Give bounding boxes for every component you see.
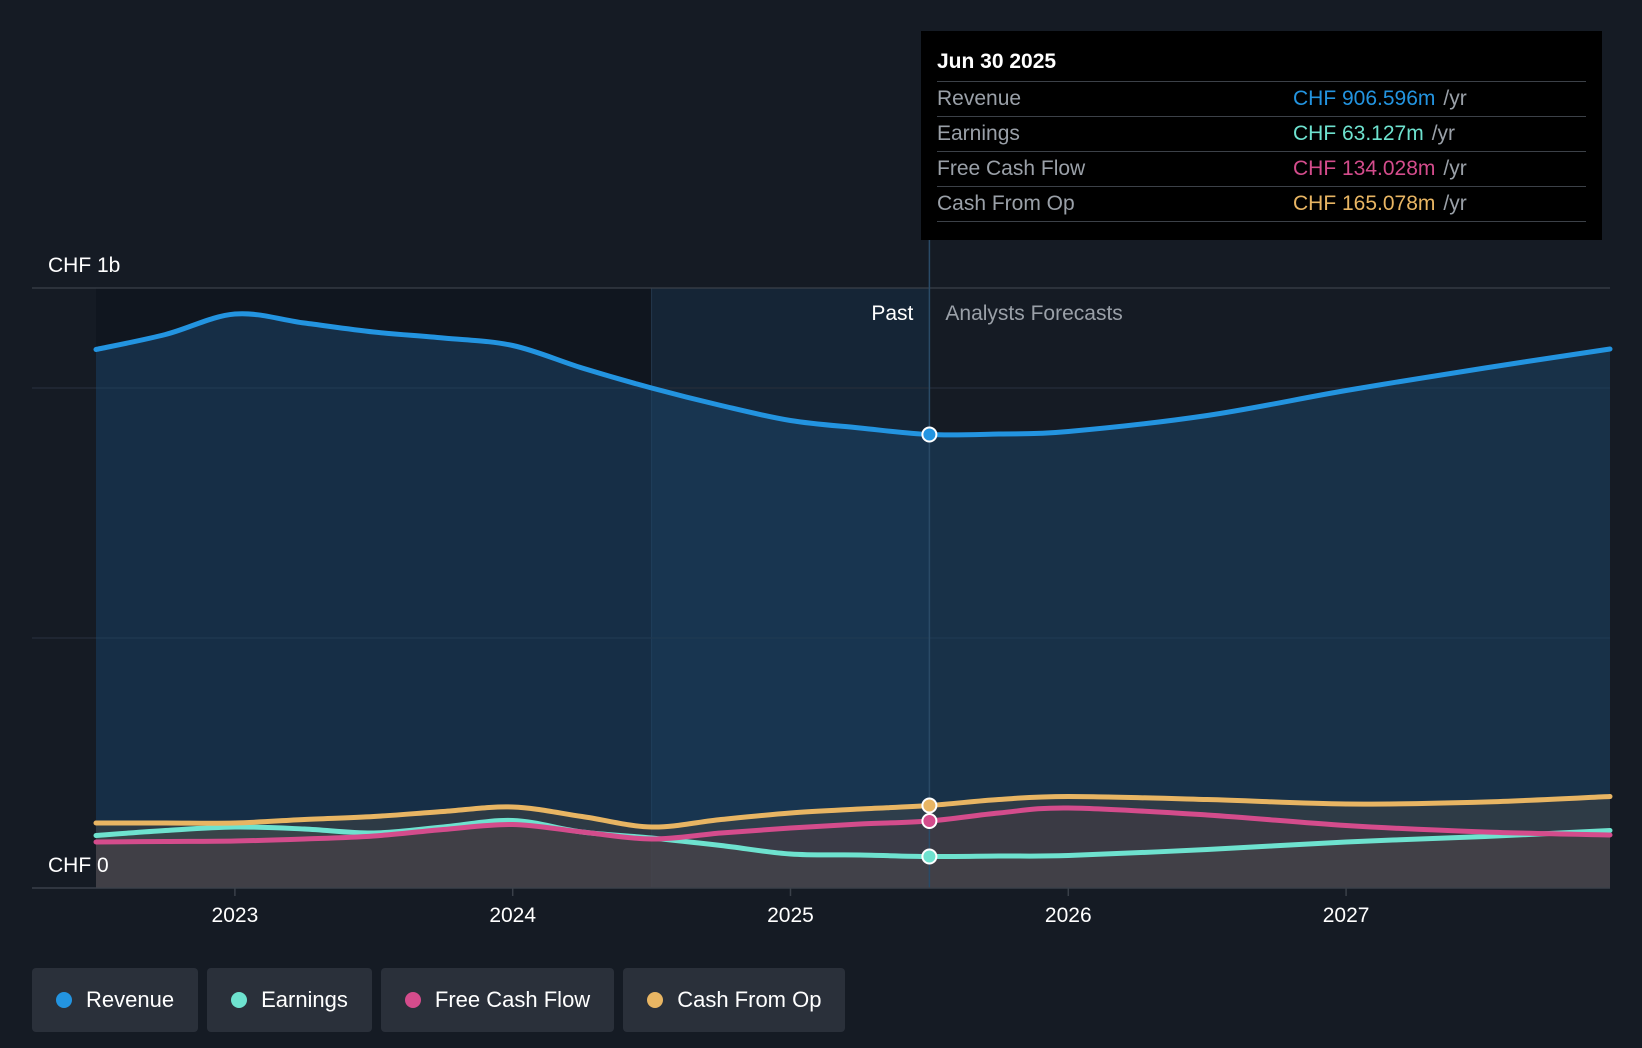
tooltip: Jun 30 2025 Revenue CHF 906.596m /yr Ear…	[921, 31, 1602, 240]
legend-dot-icon	[56, 992, 72, 1008]
tooltip-unit: /yr	[1443, 192, 1467, 215]
legend-dot-icon	[231, 992, 248, 1008]
past-label: Past	[871, 302, 913, 325]
legend-dot-icon	[647, 992, 664, 1008]
line-free-cash-flow	[93, 805, 1613, 845]
legend-item-earnings[interactable]: Earnings	[207, 968, 372, 1032]
tooltip-row-revenue: Revenue CHF 906.596m /yr	[937, 81, 1586, 116]
x-tick-label: 2025	[767, 904, 814, 927]
tooltip-label: Cash From Op	[937, 192, 1075, 215]
x-tick-label: 2026	[1045, 904, 1092, 927]
marker-free-cash-flow	[921, 813, 938, 829]
marker-cash-from-op	[921, 797, 938, 814]
tooltip-row-free-cash-flow: Free Cash Flow CHF 134.028m /yr	[937, 151, 1586, 186]
legend-dot-icon	[404, 992, 421, 1008]
x-axis-ticks: 2023 2024 2025 2026 2027	[212, 888, 1370, 927]
tooltip-label: Revenue	[937, 87, 1022, 110]
x-tick-label: 2023	[212, 904, 259, 927]
tooltip-label: Earnings	[937, 122, 1020, 145]
series-areas	[96, 313, 1610, 888]
tooltip-unit: /yr	[1431, 122, 1456, 145]
tooltip-unit: /yr	[1443, 157, 1467, 180]
area-earnings	[96, 820, 1610, 888]
hover-markers	[921, 426, 938, 865]
legend: Revenue Earnings Free Cash Flow Cash Fro…	[32, 968, 846, 1032]
line-earnings	[93, 817, 1613, 860]
legend-label: Earnings	[261, 987, 348, 1012]
area-revenue	[96, 313, 1610, 888]
line-cash-from-op	[93, 793, 1613, 830]
legend-item-free-cash-flow[interactable]: Free Cash Flow	[380, 968, 615, 1032]
legend-label: Revenue	[86, 987, 175, 1012]
forecast-label: Analysts Forecasts	[945, 302, 1122, 325]
x-tick-label: 2024	[489, 904, 536, 927]
marker-earnings	[921, 848, 938, 865]
y-axis-bottom-label: CHF 0	[48, 854, 109, 877]
y-axis-top-label: CHF 1b	[48, 254, 120, 277]
area-cash-from-op	[96, 796, 1610, 888]
tooltip-row-earnings: Earnings CHF 63.127m /yr	[937, 116, 1586, 151]
x-tick-label: 2027	[1323, 904, 1370, 927]
tooltip-row-cash-from-op: Cash From Op CHF 165.078m /yr	[937, 186, 1586, 222]
line-revenue	[93, 311, 1613, 438]
tooltip-value: CHF 63.127m	[1293, 122, 1424, 145]
tooltip-date: Jun 30 2025	[937, 50, 1057, 73]
tooltip-unit: /yr	[1443, 87, 1467, 110]
legend-item-cash-from-op[interactable]: Cash From Op	[623, 968, 846, 1032]
tooltip-label: Free Cash Flow	[937, 157, 1086, 180]
legend-item-revenue[interactable]: Revenue	[32, 968, 199, 1032]
tooltip-value: CHF 906.596m	[1293, 87, 1436, 110]
legend-label: Cash From Op	[677, 987, 822, 1012]
tooltip-value: CHF 134.028m	[1293, 157, 1436, 180]
legend-label: Free Cash Flow	[434, 987, 591, 1012]
tooltip-value: CHF 165.078m	[1293, 192, 1436, 215]
marker-revenue	[921, 426, 938, 443]
series-lines	[93, 311, 1613, 860]
